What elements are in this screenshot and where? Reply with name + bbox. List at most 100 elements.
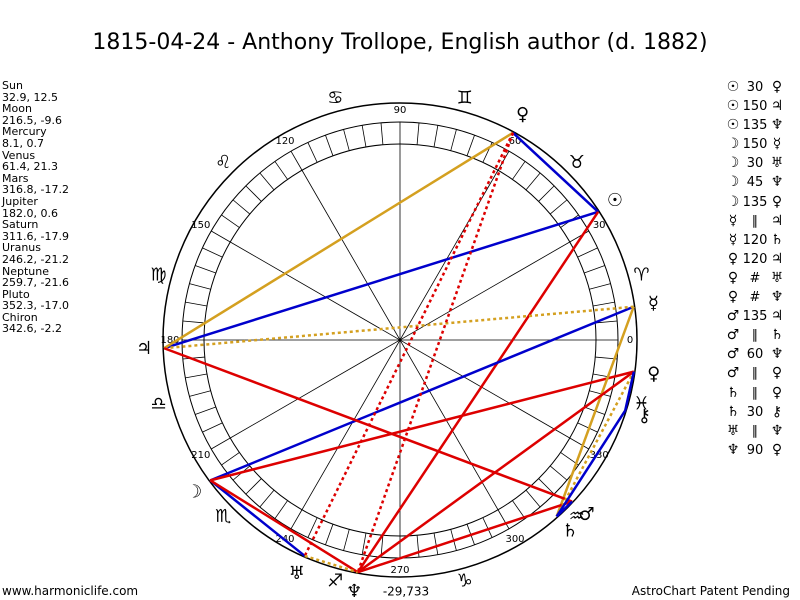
planet-name: Mars xyxy=(2,171,29,185)
aspect-row: ☉ 150 ♃ xyxy=(724,98,786,117)
aspect-row: ♂ ∥ ♀ xyxy=(724,365,786,384)
aspect-row: ♆ 90 ♀ xyxy=(724,442,786,461)
planet-name: Mercury xyxy=(2,125,47,139)
degree-label: 0 xyxy=(627,335,633,346)
planet-glyph: ⚷ xyxy=(638,406,651,427)
aspect-planet-b: ♆ xyxy=(770,346,784,363)
aspect-line xyxy=(356,211,600,573)
aspect-planet-b: ♃ xyxy=(770,98,784,115)
degree-tick xyxy=(343,529,350,551)
degree-label: 120 xyxy=(275,136,294,147)
aspect-planet-b: ♆ xyxy=(770,117,784,134)
degree-tick xyxy=(577,422,598,433)
aspect-planet-b: ♆ xyxy=(770,174,784,191)
aspect-planet-a: ♄ xyxy=(726,403,740,420)
planet-name: Saturn xyxy=(2,218,39,232)
aspect-row: ♂ 135 ♃ xyxy=(724,308,786,327)
degree-tick xyxy=(416,122,420,145)
aspect-type: 150 xyxy=(742,99,768,115)
aspect-planet-a: ♂ xyxy=(726,308,740,325)
aspect-planet-b: ♀ xyxy=(771,365,783,382)
aspect-line xyxy=(357,500,573,574)
planet-glyph: ☉ xyxy=(607,190,623,211)
aspect-planet-b: ♅ xyxy=(770,269,784,286)
aspect-planet-a: ♀ xyxy=(727,289,739,306)
aspect-planet-b: ♀ xyxy=(771,384,783,401)
planet-name: Moon xyxy=(2,102,32,116)
aspect-planet-b: ☿ xyxy=(772,136,782,153)
aspect-type: 135 xyxy=(742,118,768,134)
aspect-line xyxy=(163,347,573,503)
outer-ring xyxy=(162,102,638,578)
aspect-planet-a: ♀ xyxy=(727,250,739,267)
aspect-planet-a: ♂ xyxy=(726,327,740,344)
planet-glyph: ♀ xyxy=(516,104,529,125)
degree-tick xyxy=(202,422,223,433)
aspect-line xyxy=(303,132,515,557)
aspect-planet-a: ♂ xyxy=(726,365,740,382)
planet-name: Uranus xyxy=(2,241,41,255)
aspect-planet-a: ☉ xyxy=(726,98,740,115)
aspect-line xyxy=(357,370,635,574)
degree-tick xyxy=(259,489,275,508)
aspect-line xyxy=(555,306,635,517)
zodiac-sign-glyph: ♋ xyxy=(327,88,343,109)
degree-tick xyxy=(274,161,288,180)
aspect-planet-a: ☿ xyxy=(728,231,738,248)
degree-tick xyxy=(589,390,611,397)
degree-tick xyxy=(433,125,439,148)
degree-tick xyxy=(245,185,262,202)
aspect-row: ♅ ∥ ♆ xyxy=(724,423,786,442)
degree-tick xyxy=(185,373,208,379)
aspect-type: ∥ xyxy=(751,366,759,382)
aspect-planet-a: ♅ xyxy=(726,422,740,439)
planet-glyph: ♄ xyxy=(562,520,578,541)
aspect-planet-b: ♃ xyxy=(770,308,784,325)
aspect-row: ♀ 120 ♃ xyxy=(724,251,786,270)
aspect-planet-b: ♃ xyxy=(770,250,784,267)
aspect-type: 120 xyxy=(742,251,768,267)
degree-tick xyxy=(245,478,262,495)
aspect-row: ☽ 45 ♆ xyxy=(724,174,786,193)
aspect-row: ♂ ∥ ♄ xyxy=(724,327,786,346)
aspect-row: ♀ # ♆ xyxy=(724,289,786,308)
aspect-type: 30 xyxy=(746,80,764,95)
degree-label: 330 xyxy=(590,450,609,461)
degree-tick xyxy=(433,532,439,555)
degree-tick xyxy=(185,301,208,307)
degree-tick xyxy=(290,151,303,171)
aspect-planet-b: ♆ xyxy=(770,422,784,439)
planet-glyph: ♂ xyxy=(579,504,595,525)
degree-tick xyxy=(549,199,568,215)
degree-tick xyxy=(361,125,367,148)
aspect-row: ☽ 150 ☿ xyxy=(724,136,786,155)
degree-tick xyxy=(450,129,457,151)
aspect-planet-a: ☽ xyxy=(726,174,740,191)
degree-tick xyxy=(361,532,367,555)
zodiac-sign-glyph: ♉ xyxy=(569,152,585,173)
aspect-planet-b: ♄ xyxy=(770,327,784,344)
aspect-planet-a: ☉ xyxy=(726,79,740,95)
aspect-row: ♄ 30 ⚷ xyxy=(724,404,786,423)
aspect-line xyxy=(164,305,634,350)
aspect-planet-b: ♅ xyxy=(770,155,784,172)
planet-coords: 246.2, -21.2 xyxy=(2,252,69,266)
aspect-row: ☉ 30 ♀ xyxy=(724,79,786,98)
degree-tick xyxy=(589,283,611,290)
aspect-row: ♀ # ♅ xyxy=(724,270,786,289)
footer-patent-note: AstroChart Patent Pending xyxy=(631,584,790,598)
degree-tick xyxy=(549,465,568,481)
degree-tick xyxy=(307,517,318,538)
footer-website[interactable]: www.harmoniclife.com xyxy=(2,584,139,598)
degree-label: 30 xyxy=(593,220,606,231)
zodiac-sign-glyph: ♒ xyxy=(569,506,585,527)
degree-tick xyxy=(259,172,275,191)
degree-tick xyxy=(525,489,541,508)
degree-tick xyxy=(211,437,231,450)
chart-title: 1815-04-24 - Anthony Trollope, English a… xyxy=(92,30,708,55)
degree-label: 300 xyxy=(505,534,524,545)
planet-coords: 316.8, -17.2 xyxy=(2,183,69,197)
degree-tick xyxy=(189,283,211,290)
degree-tick xyxy=(466,135,475,156)
planet-name: Venus xyxy=(2,148,36,162)
